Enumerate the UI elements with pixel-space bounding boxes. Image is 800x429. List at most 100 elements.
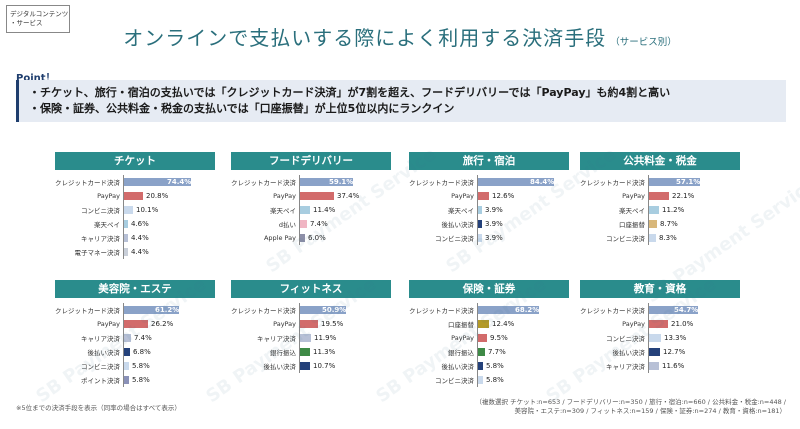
bar [478,192,489,200]
category-label: 後払い決済 [441,363,475,371]
chart-card: 公共料金・税金クレジットカード決済 57.1% PayPay 22.1% 楽天ペイ 11.… [580,152,740,245]
bar-row: クレジットカード決済 84.4% [409,175,569,189]
category-label: 口座振替 [448,321,474,329]
bar [478,234,482,242]
category-label: PayPay [273,320,296,328]
bar [300,320,318,328]
category-tag-line1: デジタルコンテンツ [10,10,69,18]
bar [300,234,305,242]
category-label: PayPay [622,320,645,328]
category-label: キャリア決済 [257,335,296,343]
bar-row: PayPay 26.2% [55,317,215,331]
value-label: 21.0% [671,320,694,328]
bar-track: 21.0% [648,317,740,331]
bar-track: 26.2% [123,317,215,331]
category-label: 後払い決済 [612,349,646,357]
value-label: 7.7% [488,348,506,356]
chart-card: チケット クレジットカード決済 74.4% PayPay 20.8% コンビニ決済 10.1… [55,152,215,259]
value-label: 54.7% [674,306,699,314]
bar-row: クレジットカード決済 57.1% [580,175,740,189]
bar-row: PayPay 21.0% [580,317,740,331]
bar [124,362,129,370]
bar [124,306,179,314]
bar-row: d払い 7.4% [231,217,391,231]
category-label: PayPay [273,192,296,200]
bar-row: クレジットカード決済 68.2% [409,303,569,317]
category-label: 銀行振込 [270,349,296,357]
bar-row: PayPay 19.5% [231,317,391,331]
category-label: 楽天ペイ [94,221,120,229]
bar-track: 8.3% [648,231,740,245]
category-label: PayPay [622,192,645,200]
bar-list: クレジットカード決済 74.4% PayPay 20.8% コンビニ決済 10.1% 楽天ペ… [55,175,215,259]
category-label: 楽天ペイ [270,207,296,215]
bar-row: 銀行振込 7.7% [409,345,569,359]
value-label: 6.8% [133,348,151,356]
bar-list: クレジットカード決済 61.2% PayPay 26.2% キャリア決済 7.4% 後払い決… [55,303,215,387]
bar-track: 9.5% [477,331,569,345]
sample-sizes: （複数選択 チケット:n=653 / フードデリバリー:n=350 / 旅行・宿… [426,398,786,416]
category-label: クレジットカード決済 [409,179,474,187]
bar-track: 11.2% [648,203,740,217]
value-label: 5.8% [486,376,504,384]
value-label: 4.4% [131,248,149,256]
bar [478,376,483,384]
bar [124,192,143,200]
bar-list: クレジットカード決済 57.1% PayPay 22.1% 楽天ペイ 11.2% 口座振替 8… [580,175,740,245]
chart-title: 公共料金・税金 [580,152,740,170]
bar-row: 後払い決済 10.7% [231,359,391,373]
bar-track: 6.8% [123,345,215,359]
page-title-main: オンラインで支払いする際によく利用する決済手段 [123,26,607,50]
value-label: 12.4% [492,320,515,328]
bar-row: キャリア決済 11.6% [580,359,740,373]
chart-title: 教育・資格 [580,280,740,298]
value-label: 26.2% [151,320,174,328]
bar-track: 7.4% [299,217,391,231]
bar-track: 19.5% [299,317,391,331]
category-label: キャリア決済 [606,363,645,371]
bar-track: 54.7% [648,303,740,317]
bar [124,220,128,228]
bar [649,334,661,342]
sample-sizes-line1: （複数選択 チケット:n=653 / フードデリバリー:n=350 / 旅行・宿… [475,398,786,406]
category-label: クレジットカード決済 [55,307,120,315]
value-label: 74.4% [167,178,192,186]
value-label: 13.3% [664,334,687,342]
bar-track: 8.7% [648,217,740,231]
bar [124,234,128,242]
point-line-1: ・チケット、旅行・宿泊の支払いでは「クレジットカード決済」が7割を超え、フードデ… [29,86,671,99]
category-tag: デジタルコンテンツ ・サービス [6,5,70,33]
bar-row: コンビニ決済 5.8% [55,359,215,373]
page-title-sub: （サービス別） [610,37,677,48]
bar-track: 6.0% [299,231,391,245]
bar-track: 12.4% [477,317,569,331]
bar-row: コンビニ決済 3.9% [409,231,569,245]
value-label: 11.9% [314,334,337,342]
bar-row: PayPay 37.4% [231,189,391,203]
category-label: PayPay [97,320,120,328]
category-label: クレジットカード決済 [231,179,296,187]
bar [649,362,659,370]
bar-track: 7.4% [123,331,215,345]
bar-list: クレジットカード決済 50.9% PayPay 19.5% キャリア決済 11.9% 銀行振… [231,303,391,373]
category-label: 後払い決済 [87,349,121,357]
value-label: 3.9% [485,206,503,214]
category-label: 楽天ペイ [448,207,474,215]
bar-row: PayPay 22.1% [580,189,740,203]
value-label: 4.4% [131,234,149,242]
category-label: 銀行振込 [448,349,474,357]
category-label: コンビニ決済 [606,335,645,343]
value-label: 10.1% [136,206,159,214]
category-label: コンビニ決済 [435,377,474,385]
bar-track: 4.4% [123,231,215,245]
point-label: Point！ [16,73,56,84]
bar-row: 後払い決済 3.9% [409,217,569,231]
value-label: 19.5% [321,320,344,328]
bar-row: クレジットカード決済 59.1% [231,175,391,189]
bar-track: 5.8% [123,373,215,387]
bar-row: 楽天ペイ 11.2% [580,203,740,217]
bar-track: 11.3% [299,345,391,359]
category-label: PayPay [97,192,120,200]
bar [124,206,133,214]
value-label: 8.3% [659,234,677,242]
